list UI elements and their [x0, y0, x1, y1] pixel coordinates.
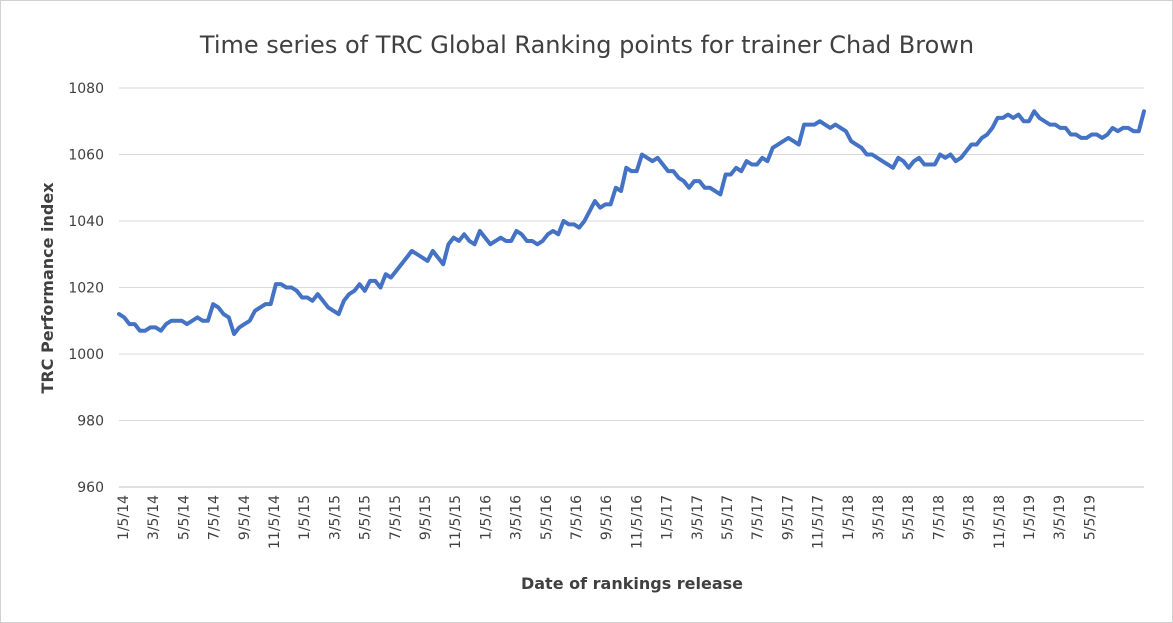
x-tick-label: 3/5/15 — [327, 495, 343, 540]
x-tick-label: 11/5/15 — [448, 495, 464, 549]
x-tick-label: 7/5/18 — [931, 495, 947, 540]
x-axis-title: Date of rankings release — [521, 574, 743, 593]
y-tick-label: 980 — [77, 414, 104, 430]
x-tick-label: 5/5/18 — [901, 495, 917, 540]
x-tick-label: 1/5/18 — [841, 495, 857, 540]
chart-title: Time series of TRC Global Ranking points… — [199, 31, 974, 59]
x-tick-label: 5/5/16 — [539, 495, 555, 540]
x-tick-label: 1/5/19 — [1022, 495, 1038, 540]
x-tick-label: 5/5/19 — [1082, 495, 1098, 540]
gridlines — [119, 87, 1144, 421]
x-tick-label: 1/5/14 — [116, 495, 132, 540]
x-tick-label: 11/5/18 — [992, 495, 1008, 549]
y-axis-ticks: 960 980 1000 1020 1040 1060 1080 — [68, 81, 104, 496]
x-tick-label: 9/5/18 — [962, 495, 978, 540]
x-tick-label: 1/5/15 — [297, 495, 313, 540]
x-tick-label: 5/5/14 — [176, 495, 192, 540]
x-tick-label: 3/5/17 — [690, 495, 706, 540]
y-tick-label: 1060 — [68, 148, 104, 164]
y-axis-title: TRC Performance index — [38, 182, 57, 394]
x-tick-label: 3/5/18 — [871, 495, 887, 540]
y-tick-label: 960 — [77, 480, 104, 496]
x-tick-label: 9/5/16 — [599, 495, 615, 540]
x-tick-label: 3/5/14 — [146, 495, 162, 540]
x-tick-label: 11/5/17 — [811, 495, 827, 549]
x-tick-label: 7/5/17 — [750, 495, 766, 540]
x-tick-label: 7/5/15 — [388, 495, 404, 540]
x-tick-label: 5/5/17 — [720, 495, 736, 540]
x-tick-label: 9/5/14 — [237, 495, 253, 540]
x-tick-label: 5/5/15 — [358, 495, 374, 540]
y-tick-label: 1000 — [68, 347, 104, 363]
x-tick-label: 9/5/15 — [418, 495, 434, 540]
x-tick-label: 7/5/14 — [207, 495, 223, 540]
x-tick-label: 3/5/16 — [509, 495, 525, 540]
series-line — [117, 109, 1146, 337]
y-tick-label: 1040 — [68, 214, 104, 230]
y-tick-label: 1080 — [68, 81, 104, 97]
x-axis-ticks: 1/5/14 3/5/14 5/5/14 7/5/14 9/5/14 11/5/14 1/5… — [116, 495, 1098, 549]
x-tick-label: 11/5/16 — [629, 495, 645, 549]
x-tick-label: 7/5/16 — [569, 495, 585, 540]
y-tick-label: 1020 — [68, 281, 104, 297]
x-tick-label: 11/5/14 — [267, 495, 283, 549]
x-tick-label: 9/5/17 — [780, 495, 796, 540]
x-tick-label: 3/5/19 — [1052, 495, 1068, 540]
x-tick-label: 1/5/17 — [660, 495, 676, 540]
x-tick-label: 1/5/16 — [478, 495, 494, 540]
